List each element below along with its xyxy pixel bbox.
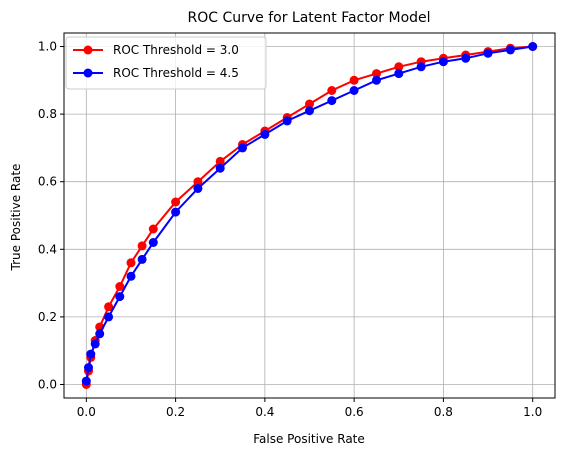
data-point [193, 177, 203, 187]
legend-label-series-2: ROC Threshold = 4.5 [113, 66, 239, 80]
x-tick-label: 0.8 [434, 405, 453, 419]
y-tick-label: 0.6 [38, 175, 57, 189]
y-tick-label: 0.0 [38, 377, 57, 391]
data-point [372, 75, 381, 85]
y-axis-label: True Positive Rate [9, 164, 23, 272]
data-point [148, 224, 158, 234]
data-point [126, 271, 136, 281]
y-tick-label: 1.0 [38, 40, 57, 54]
series-1 [81, 42, 538, 389]
data-point [215, 156, 225, 166]
legend-entry: ROC Threshold = 4.5 [73, 66, 239, 80]
data-point [349, 75, 359, 85]
series-layer [81, 42, 538, 389]
y-tick-label: 0.2 [38, 310, 57, 324]
data-point [260, 129, 270, 139]
data-point [137, 241, 147, 251]
data-point [305, 106, 314, 116]
legend-marker-series-2 [83, 68, 93, 78]
series-line [85, 45, 533, 385]
data-point [394, 62, 404, 72]
x-tick-label: 0.6 [345, 405, 364, 419]
chart-title: ROC Curve for Latent Factor Model [187, 10, 430, 26]
data-point [461, 53, 471, 63]
legend-label-series-1: ROC Threshold = 3.0 [113, 43, 239, 57]
plot-frame [63, 32, 556, 399]
data-point [90, 339, 100, 349]
data-point [86, 349, 96, 359]
data-point [215, 163, 225, 173]
y-tick-label: 0.4 [38, 242, 57, 256]
legend-entry: ROC Threshold = 3.0 [73, 43, 239, 57]
legend-marker-series-1 [83, 45, 93, 55]
y-tick-label: 0.8 [38, 107, 57, 121]
ticks: 0.0 0.2 0.4 0.6 0.8 1.0 0.0 0.2 0.4 0.6 0.8 1.0 [38, 40, 542, 419]
data-point [104, 312, 114, 322]
data-point [372, 69, 381, 79]
data-point [416, 62, 426, 72]
data-point [148, 238, 158, 247]
data-point [528, 42, 538, 51]
data-point [327, 86, 337, 95]
x-tick-label: 0.0 [77, 405, 96, 419]
data-point [104, 302, 114, 312]
data-point [327, 96, 337, 106]
data-point [81, 376, 91, 386]
x-axis-label: False Positive Rate [253, 432, 365, 446]
data-point [115, 282, 125, 291]
data-point [305, 99, 314, 109]
series-2 [81, 42, 538, 386]
data-point [505, 45, 515, 55]
data-point [394, 69, 404, 79]
series-line [85, 45, 533, 382]
data-point [137, 254, 147, 264]
data-point [126, 258, 136, 268]
data-point [95, 329, 105, 339]
x-tick-label: 0.4 [255, 405, 274, 419]
data-point [349, 86, 359, 95]
data-point [238, 143, 247, 153]
x-tick-label: 0.2 [166, 405, 185, 419]
data-point [115, 292, 125, 302]
data-point [483, 48, 493, 58]
legend-box [65, 36, 267, 90]
data-point [438, 57, 448, 67]
legend: ROC Threshold = 3.0 ROC Threshold = 4.5 [65, 36, 267, 90]
data-point [282, 116, 292, 126]
data-point [171, 207, 181, 217]
x-tick-label: 1.0 [523, 405, 542, 419]
data-point [193, 184, 203, 193]
data-point [84, 363, 93, 373]
data-point [171, 197, 181, 207]
